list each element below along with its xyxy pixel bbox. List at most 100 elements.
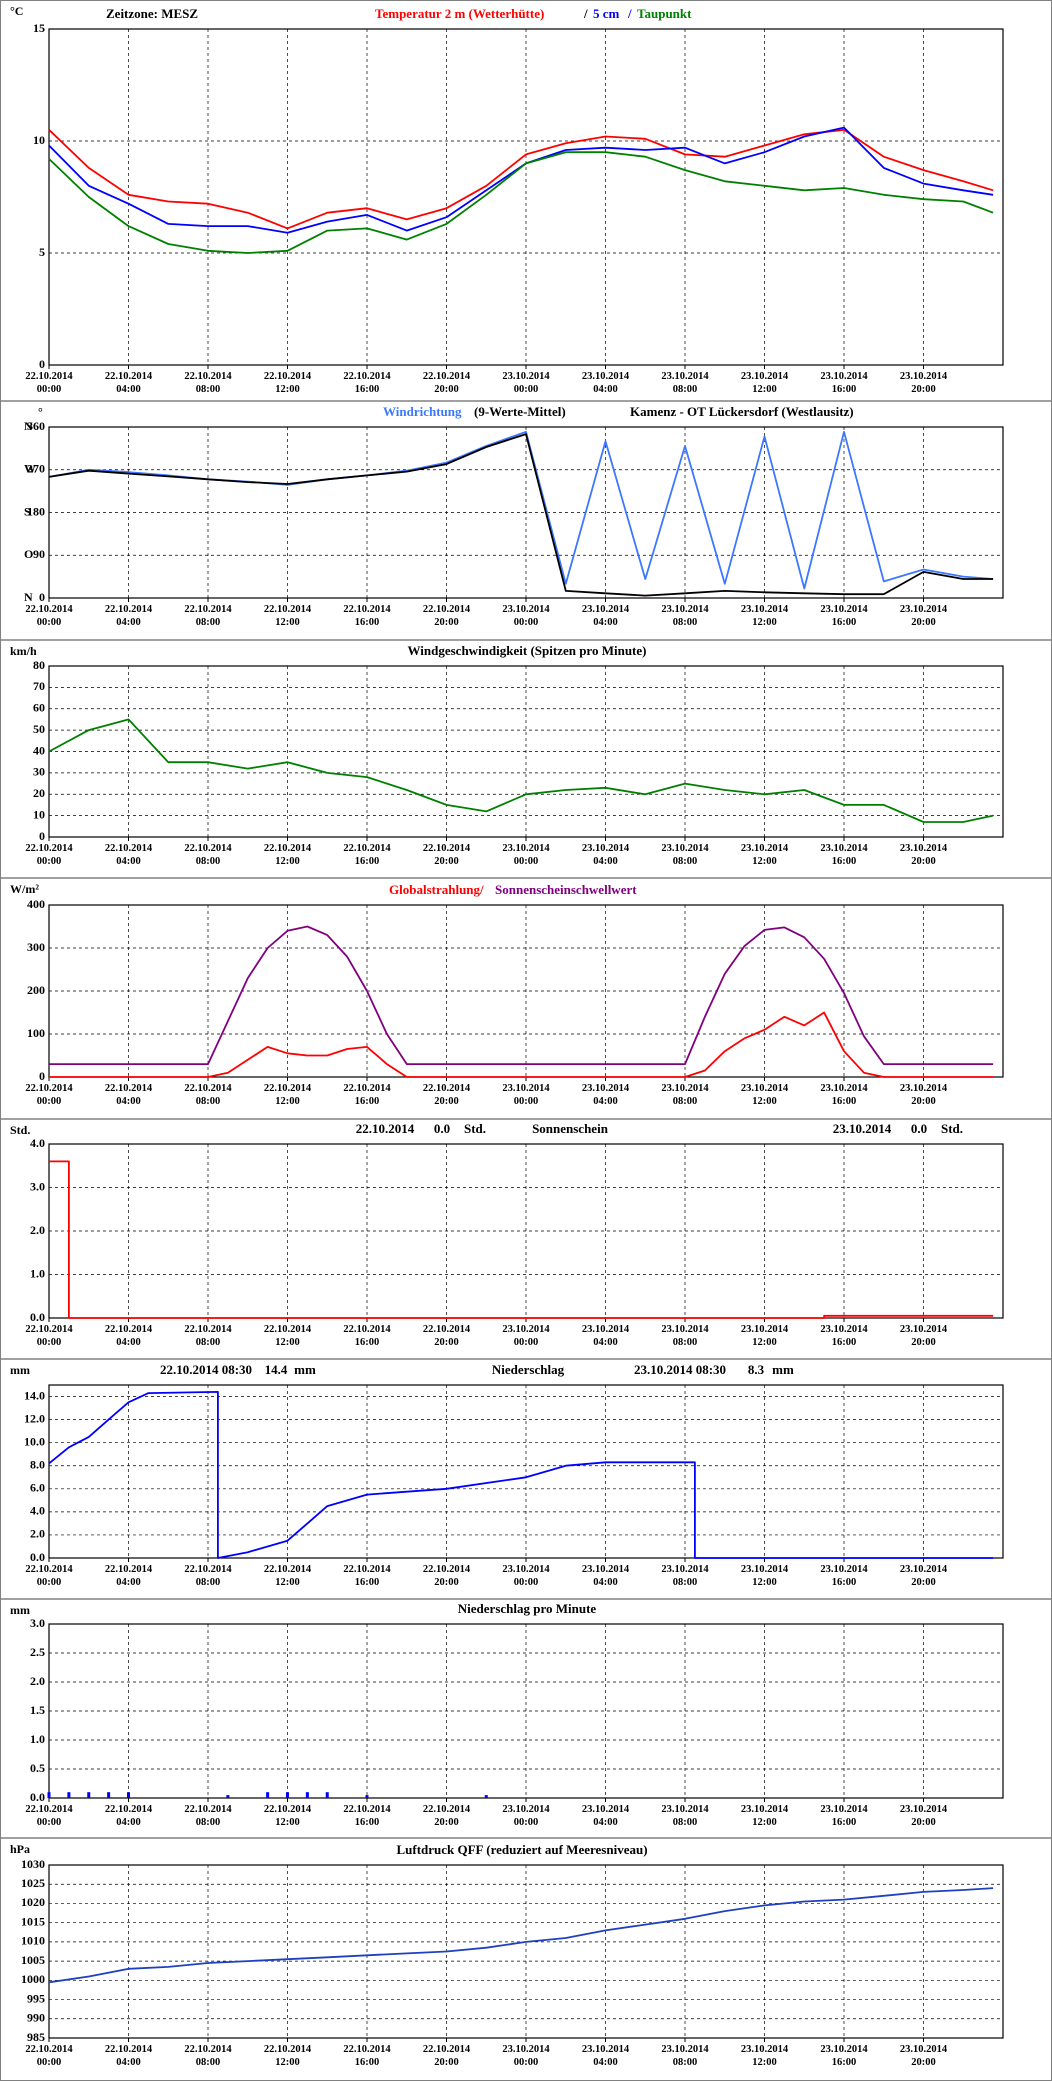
annotation: Zeitzone: MESZ [106,6,198,21]
series-line [49,1011,994,1078]
x-tick-label: 22.10.2014 12:00 [263,1564,312,1588]
x-tick-label: 23.10.2014 12:00 [740,843,789,867]
x-tick-label: 23.10.2014 20:00 [899,1083,948,1107]
series-line [48,1887,994,1984]
chart-title: Kamenz - OT Lückersdorf (Westlausitz) [630,404,854,419]
x-tick-label: 23.10.2014 08:00 [661,2044,709,2068]
annotation: 23.10.2014 08:30 [634,1362,726,1377]
x-tick-label: 23.10.2014 16:00 [820,1804,868,1828]
y-tick-label: 1015 [21,1914,45,1928]
x-tick-label: 22.10.2014 00:00 [25,1324,73,1348]
x-tick-label: 22.10.2014 04:00 [104,1804,153,1828]
y-tick-label: 2.0 [30,1674,45,1688]
x-tick-label: 22.10.2014 04:00 [104,604,153,628]
y-tick-label: 2.0 [30,1223,45,1237]
annotation: 0.0 [911,1121,927,1136]
y-tick-label: 5 [39,245,45,259]
annotation: mm [294,1362,316,1377]
y-tick-label: 2.5 [30,1645,45,1659]
x-tick-label: 23.10.2014 12:00 [740,1083,789,1107]
annotation: mm [772,1362,794,1377]
x-tick-label: 22.10.2014 12:00 [263,1804,312,1828]
legend-entry: Globalstrahlung/ [389,882,484,897]
annotation: 14.4 [265,1362,288,1377]
x-tick-label: 23.10.2014 00:00 [502,371,550,395]
x-tick-label: 23.10.2014 04:00 [581,1324,630,1348]
x-tick-label: 22.10.2014 08:00 [184,604,232,628]
x-tick-label: 22.10.2014 20:00 [422,1083,471,1107]
x-tick-label: 23.10.2014 00:00 [502,843,550,867]
annotation: 8.3 [748,1362,765,1377]
panel-separators [0,400,1052,1839]
x-tick-label: 23.10.2014 04:00 [581,1083,630,1107]
x-tick-label: 22.10.2014 16:00 [343,604,391,628]
bar [325,1792,329,1798]
legend-entry: Taupunkt [637,6,692,21]
panel: 0.0 0.5 1.0 1.5 2.0 2.5 3.0mm Niederschlag pro … [10,1601,1004,1804]
x-tick-label: 23.10.2014 16:00 [820,2044,868,2068]
annotation: / [583,6,588,21]
y-unit: mm [10,1363,30,1377]
x-tick-label: 22.10.2014 04:00 [104,1564,153,1588]
x-tick-label: 22.10.2014 12:00 [263,843,312,867]
compass-label: N [24,419,33,433]
y-tick-label: 180 [27,504,45,518]
y-tick-label: 0.0 [30,1550,45,1564]
annotation: Std. [464,1121,486,1136]
series-line [48,718,994,823]
x-tick-label: 23.10.2014 00:00 [502,1804,550,1828]
compass-label: W [24,462,36,476]
x-tick-label: 23.10.2014 12:00 [740,1324,789,1348]
x-tick-label: 22.10.2014 20:00 [422,843,471,867]
x-tick-label: 23.10.2014 00:00 [502,1564,550,1588]
y-tick-label: 995 [27,1991,45,2005]
chart-title: Luftdruck QFF (reduziert auf Meeresnivea… [396,1842,647,1857]
x-tick-label: 23.10.2014 00:00 [502,604,550,628]
x-tick-label: 23.10.2014 12:00 [740,371,789,395]
y-tick-label: 0 [39,357,45,371]
x-tick-label: 23.10.2014 08:00 [661,1324,709,1348]
x-tick-label: 22.10.2014 16:00 [343,1804,391,1828]
y-tick-label: 6.0 [30,1481,45,1495]
y-unit: °C [10,4,23,18]
panel: 0.0 2.0 4.0 6.0 8.0 10.0 12.0 14.0 mm 22.10.2014 … [10,1362,1004,1564]
compass-label: N [24,590,33,604]
x-tick-label: 22.10.2014 16:00 [343,1324,391,1348]
plot-frame [48,426,1004,599]
y-tick-label: 20 [33,786,45,800]
y-tick-label: 4.0 [30,1136,45,1150]
bar [127,1792,130,1798]
bar [87,1792,91,1798]
y-unit: hPa [10,1842,30,1856]
x-tick-label: 22.10.2014 12:00 [263,1324,312,1348]
y-tick-label: 990 [27,2011,45,2025]
x-tick-label: 22.10.2014 04:00 [104,1083,153,1107]
bar [305,1792,309,1798]
x-tick-label: 23.10.2014 04:00 [581,604,630,628]
y-tick-label: 4.0 [30,1504,45,1518]
x-tick-label: 22.10.2014 20:00 [422,2044,471,2068]
x-tick-label: 23.10.2014 12:00 [740,2044,789,2068]
annotation: / [627,6,632,21]
chart-title: Niederschlag pro Minute [458,1601,597,1616]
x-tick-label: 23.10.2014 08:00 [661,1564,709,1588]
x-tick-label: 23.10.2014 08:00 [661,1083,709,1107]
x-tick-label: 22.10.2014 00:00 [25,1564,73,1588]
compass-label: S [24,504,31,518]
y-tick-label: 2.0 [30,1527,45,1541]
x-tick-label: 23.10.2014 16:00 [820,1324,868,1348]
y-tick-label: 0.0 [30,1310,45,1324]
x-tick-label: 23.10.2014 16:00 [820,1083,868,1107]
y-tick-label: 90 [33,547,45,561]
y-tick-label: 14.0 [24,1388,45,1402]
y-tick-label: 15 [33,21,45,35]
y-tick-label: 270 [27,462,45,476]
x-tick-label: 22.10.2014 00:00 [25,2044,73,2068]
y-tick-label: 1005 [21,1953,45,1967]
x-tick-label: 22.10.2014 16:00 [343,1083,391,1107]
series-line [48,433,994,597]
x-tick-label: 23.10.2014 08:00 [661,1804,709,1828]
